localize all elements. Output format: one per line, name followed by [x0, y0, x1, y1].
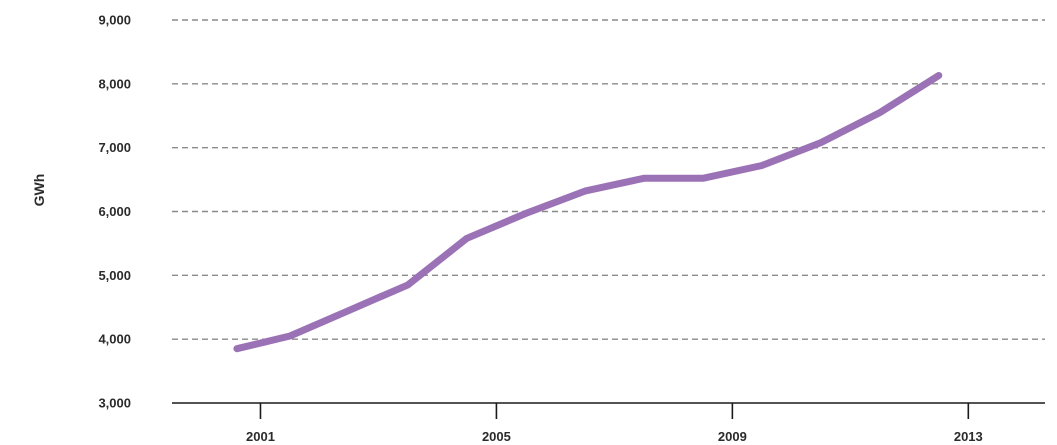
data-point-0-0: [236, 348, 238, 350]
series-layer: [233, 72, 943, 353]
data-point-0-8: [702, 177, 704, 179]
data-point-0-7: [643, 177, 645, 179]
data-point-0-5: [525, 212, 527, 214]
y-tick-label-0: 3,000: [98, 396, 131, 411]
x-tick-labels: 2001 2005 2009 2013: [246, 429, 983, 444]
x-axis: [172, 402, 1045, 419]
data-point-0-12: [938, 75, 940, 77]
y-tick-label-1: 4,000: [98, 332, 131, 347]
y-tick-label-5: 8,000: [98, 76, 131, 91]
y-tick-label-4: 7,000: [98, 140, 131, 155]
y-tick-labels: 3,000 4,000 5,000 6,000 7,000 8,000 9,000: [98, 13, 131, 411]
data-point-0-3: [407, 284, 409, 286]
y-axis-title: GWh: [31, 174, 47, 207]
data-point-0-4: [466, 237, 468, 239]
x-tick-label-0: 2001: [246, 429, 275, 444]
x-tick-label-1: 2005: [482, 429, 511, 444]
y-tick-label-3: 6,000: [98, 204, 131, 219]
data-point-0-10: [820, 142, 822, 144]
data-point-0-1: [289, 335, 291, 337]
data-point-0-11: [879, 112, 881, 114]
data-point-0-9: [761, 165, 763, 167]
data-point-0-2: [348, 309, 350, 311]
gridlines: [172, 19, 1045, 340]
x-tick-label-3: 2013: [954, 429, 983, 444]
y-tick-label-2: 5,000: [98, 268, 131, 283]
y-tick-label-6: 9,000: [98, 13, 131, 28]
data-point-0-6: [584, 190, 586, 192]
x-tick-label-2: 2009: [718, 429, 747, 444]
